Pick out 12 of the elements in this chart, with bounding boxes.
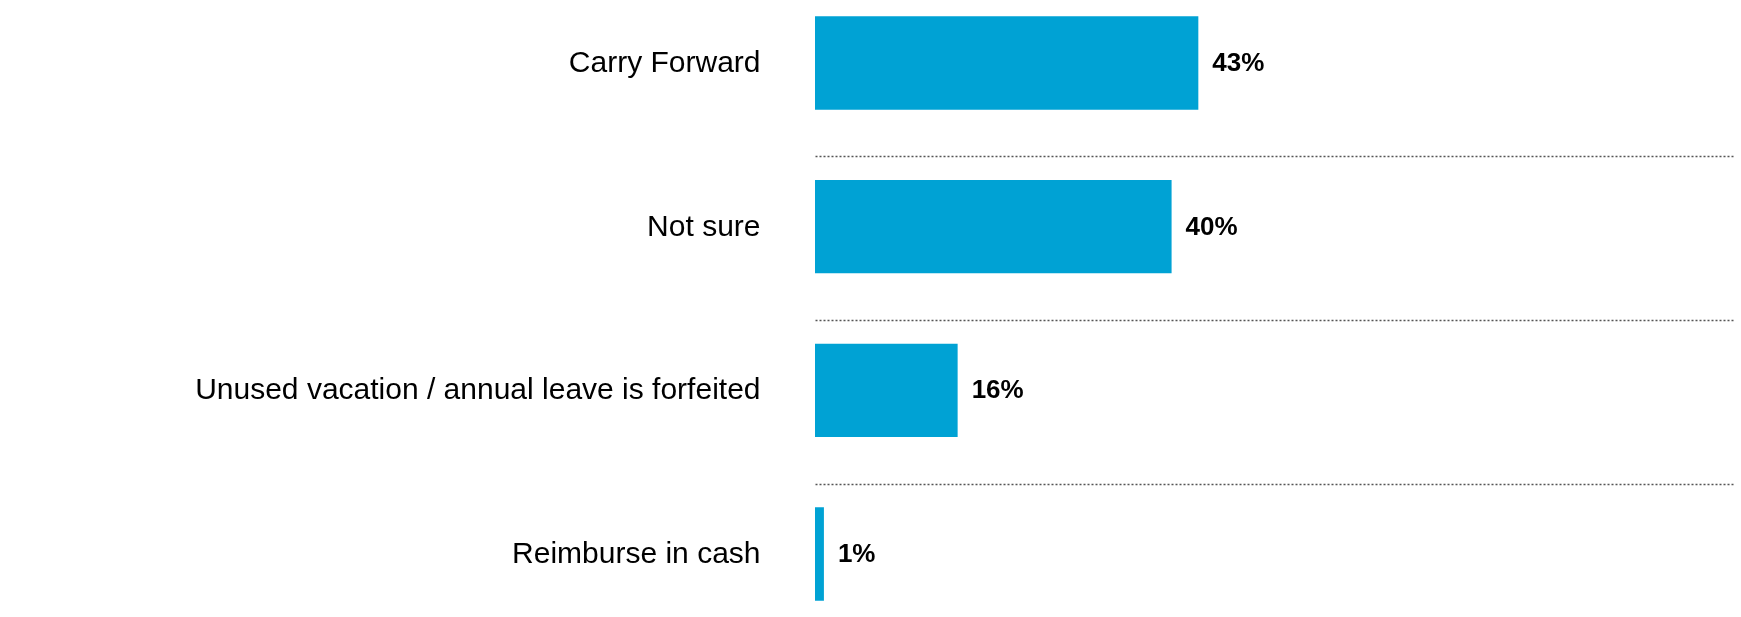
- bar: [815, 343, 958, 437]
- y-tick-label: Reimburse in cash: [512, 535, 761, 569]
- bar: [815, 507, 824, 601]
- data-label: 43%: [1212, 47, 1265, 78]
- bar: [815, 16, 1199, 110]
- data-label: 16%: [971, 374, 1024, 405]
- data-label: 1%: [837, 537, 876, 568]
- data-label: 40%: [1185, 210, 1238, 241]
- y-tick-label: Carry Forward: [568, 45, 761, 79]
- y-tick-label: Not sure: [647, 208, 761, 242]
- y-tick-label: Unused vacation / annual leave is forfeited: [195, 372, 761, 406]
- bar: [815, 180, 1172, 274]
